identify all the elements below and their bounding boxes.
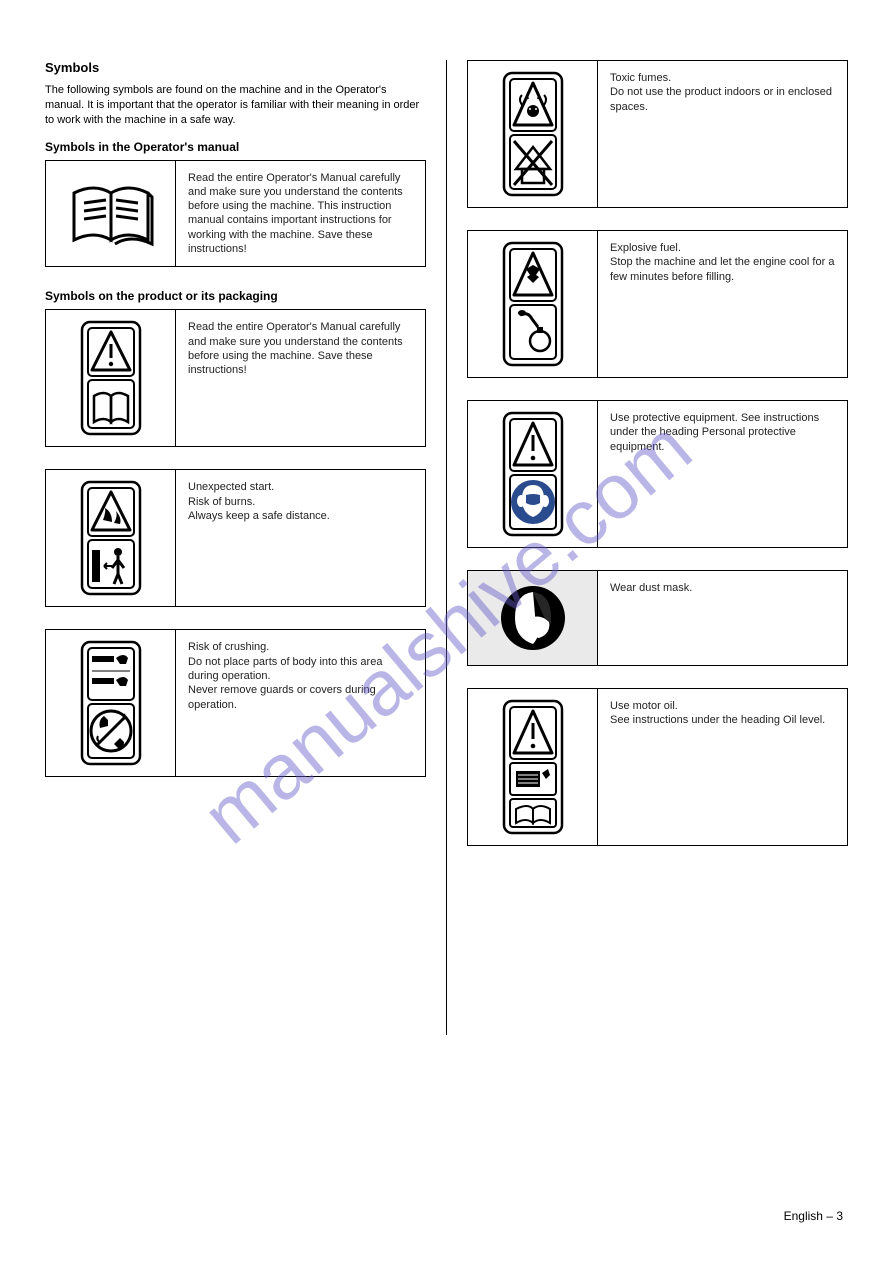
burns-distance-icon [76,478,146,598]
page-number: English – 3 [784,1209,843,1223]
symbols-heading: Symbols [45,60,426,75]
open-book-icon [66,178,156,248]
column-divider [446,60,447,1035]
table-crushing: Risk of crushing. Do not place parts of … [45,629,426,777]
desc-warning-book: Read the entire Operator's Manual carefu… [176,310,425,446]
desc-crushing: Risk of crushing. Do not place parts of … [176,630,425,776]
operator-subheading: Symbols in the Operator's manual [45,140,426,154]
warning-book-icon [76,318,146,438]
crushing-icon [76,638,146,768]
ppe-icon [498,409,568,539]
table-motor-oil: Use motor oil. See instructions under th… [467,688,848,846]
desc-motor-oil: Use motor oil. See instructions under th… [598,689,847,845]
table-read-manual: Read the entire Operator's Manual carefu… [45,160,426,268]
product-subheading: Symbols on the product or its packaging [45,289,426,303]
cell-icon [46,161,176,267]
cell-icon [46,470,176,606]
toxic-indoor-icon [498,69,568,199]
desc-toxic-indoor: Toxic fumes. Do not use the product indo… [598,61,847,207]
cell-icon [46,310,176,446]
table-warning-book: Read the entire Operator's Manual carefu… [45,309,426,447]
table-burns-distance: Unexpected start. Risk of burns. Always … [45,469,426,607]
page-container: manualshive.com Symbols The following sy… [0,0,893,1263]
table-explosive-fuel: Explosive fuel. Stop the machine and let… [467,230,848,378]
intro-text: The following symbols are found on the m… [45,83,426,128]
table-dust-mask: Wear dust mask. [467,570,848,666]
motor-oil-icon [498,697,568,837]
cell-icon [468,689,598,845]
desc-burns-distance: Unexpected start. Risk of burns. Always … [176,470,425,606]
cell-icon [468,231,598,377]
desc-read-manual: Read the entire Operator's Manual carefu… [176,161,425,267]
cell-icon [468,571,598,665]
right-column: Toxic fumes. Do not use the product indo… [467,60,848,1035]
left-column: Symbols The following symbols are found … [45,60,426,1035]
two-column-layout: Symbols The following symbols are found … [45,60,848,1035]
dust-mask-icon [497,582,569,654]
desc-explosive-fuel: Explosive fuel. Stop the machine and let… [598,231,847,377]
desc-ppe: Use protective equipment. See instructio… [598,401,847,547]
cell-icon [468,401,598,547]
table-toxic-indoor: Toxic fumes. Do not use the product indo… [467,60,848,208]
desc-dust-mask: Wear dust mask. [598,571,847,665]
cell-icon [46,630,176,776]
table-ppe: Use protective equipment. See instructio… [467,400,848,548]
cell-icon [468,61,598,207]
explosive-fuel-icon [498,239,568,369]
